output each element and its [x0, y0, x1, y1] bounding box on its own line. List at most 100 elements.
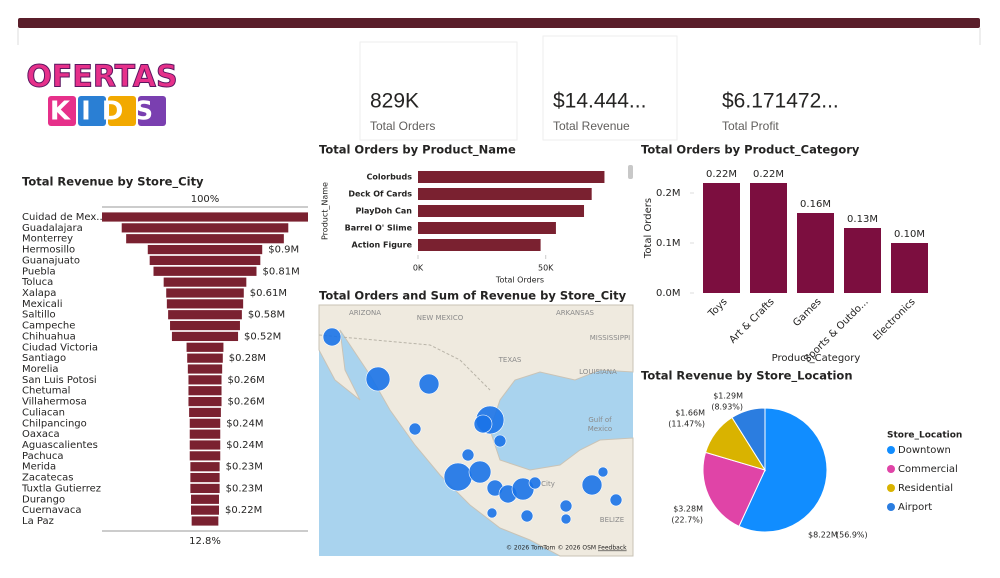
funnel-bar: [190, 483, 220, 494]
map-attribution: © 2026 TomTom © 2026 OSM: [506, 545, 596, 552]
category-label: Santiago: [22, 353, 66, 364]
funnel-bottom-label: 12.8%: [189, 536, 221, 547]
category-label: Chihuahua: [22, 331, 76, 342]
funnel-bar: [166, 288, 244, 298]
value-label: $0.23M: [226, 462, 263, 473]
map-label: LOUISIANA: [579, 368, 617, 376]
funnel-bar: [190, 462, 220, 472]
value-label: $0.61M: [250, 288, 287, 299]
funnel-bar: [186, 342, 224, 352]
legend-swatch: [887, 465, 895, 473]
chart-title: Total Orders by Product_Name: [319, 143, 516, 158]
category-label: Chilpancingo: [22, 418, 87, 429]
category-label: Merida: [22, 462, 56, 473]
logo-block: [78, 96, 106, 126]
legend-swatch: [887, 446, 895, 454]
x-axis-label: Total Orders: [495, 276, 544, 285]
funnel-bar: [189, 407, 221, 418]
map-label: TEXAS: [498, 356, 522, 364]
value-label: $0.28M: [229, 353, 266, 364]
map-bubble: [365, 366, 391, 392]
category-label: Morelia: [22, 364, 58, 375]
card-value: $6.171472...: [722, 90, 839, 113]
map-bubble: [581, 474, 603, 496]
map-bubble: [520, 509, 534, 523]
logo: OFERTAS KIDS: [26, 59, 178, 127]
value-label: $1.29M: [713, 392, 743, 401]
y-axis-label: Total Orders: [643, 198, 654, 259]
value-label: 0.22M: [753, 169, 784, 180]
category-label: Aguascalientes: [22, 440, 98, 451]
category-label: Oaxaca: [22, 429, 60, 440]
legend-label: Residential: [898, 483, 953, 494]
map-bubble: [322, 327, 342, 347]
bar: [844, 228, 881, 293]
value-label: $8.22M: [808, 531, 838, 540]
legend-swatch: [887, 484, 895, 492]
percent-label: (22.7%): [671, 516, 703, 525]
funnel-bar: [188, 386, 222, 396]
value-label: $0.26M: [228, 375, 265, 386]
logo-block: [138, 96, 166, 126]
scrollbar: [628, 165, 633, 179]
map-label: NEW MEXICO: [417, 314, 464, 322]
funnel-bar: [153, 266, 257, 276]
funnel-bar: [189, 451, 221, 461]
pie-slice: [738, 407, 828, 533]
funnel-bar: [121, 223, 289, 233]
map-bubble: [408, 422, 422, 436]
map-bubble: [443, 462, 473, 492]
category-label: Zacatecas: [22, 473, 74, 484]
y-tick-label: 0.1M: [656, 238, 681, 249]
funnel-bar: [191, 516, 219, 526]
logo-block: [48, 96, 76, 126]
map-bubble: [597, 466, 609, 478]
percent-label: (8.93%): [711, 403, 743, 412]
card-label: Total Profit: [722, 119, 779, 133]
map-bubble: [468, 460, 492, 484]
map-label: City: [541, 480, 555, 488]
legend-label: Downtown: [898, 445, 951, 456]
map-label: ARKANSAS: [556, 309, 595, 317]
value-label: $0.9M: [268, 245, 299, 256]
card-label: Total Revenue: [553, 119, 630, 133]
category-label: Campeche: [22, 321, 75, 332]
funnel-bar: [190, 472, 220, 483]
x-axis-label: Product_Category: [772, 353, 861, 364]
map-label: Mexico: [588, 425, 612, 433]
category-label: La Paz: [22, 516, 54, 527]
bar: [891, 243, 928, 293]
category-label: Chetumal: [22, 386, 70, 397]
funnel-bar: [187, 364, 223, 374]
category-label: Barrel O' Slime: [345, 224, 413, 233]
map-feedback: Feedback: [598, 545, 627, 552]
pie-slice: [702, 451, 766, 527]
category-label: Cuidad de Mex...: [22, 212, 106, 223]
bar: [418, 171, 605, 183]
funnel-bar: [189, 429, 221, 439]
map-title: Total Orders and Sum of Revenue by Store…: [319, 289, 627, 304]
funnel-bar: [126, 234, 284, 244]
map-bubbles: [322, 327, 623, 525]
funnel-bar: [189, 440, 221, 450]
category-label: Hermosillo: [22, 245, 75, 256]
logo-bottom: KIDS: [50, 97, 164, 127]
funnel-bar: [188, 396, 222, 407]
legend-label: Commercial: [898, 464, 958, 475]
category-label: Toluca: [21, 277, 53, 288]
funnel-bar: [168, 310, 242, 320]
value-label: $0.24M: [226, 440, 263, 451]
bar: [418, 239, 541, 251]
category-label: Pachuca: [22, 451, 64, 462]
category-label: Cuernavaca: [22, 505, 82, 516]
bar: [703, 183, 740, 293]
value-label: 0.22M: [706, 169, 737, 180]
map: [318, 304, 634, 557]
funnel-bar: [102, 212, 308, 222]
value-label: 0.16M: [800, 199, 831, 210]
x-tick-label: 50K: [538, 264, 554, 273]
bar: [797, 213, 834, 293]
funnel-bar: [166, 299, 244, 309]
percent-label: (11.47%): [668, 420, 705, 429]
legend-label: Airport: [898, 502, 932, 513]
